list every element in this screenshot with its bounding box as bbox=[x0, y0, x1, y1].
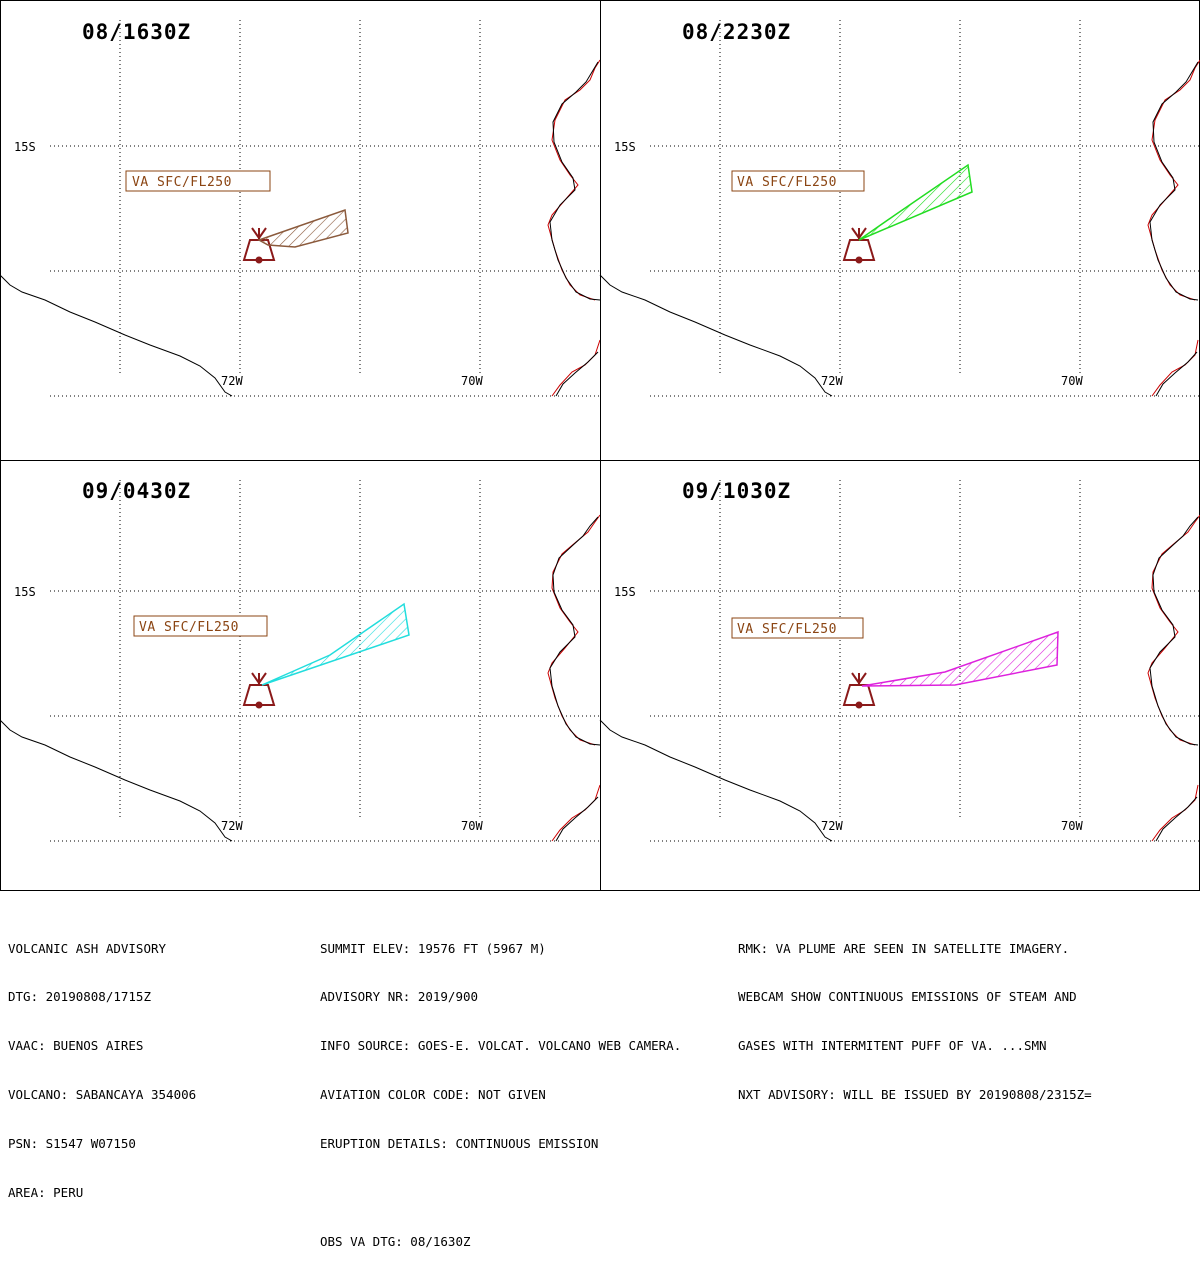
lat-label-15s: 15S bbox=[614, 140, 636, 154]
panel-title: 08/1630Z bbox=[82, 20, 191, 44]
advisory-header-block: VOLCANIC ASH ADVISORY DTG: 20190808/1715… bbox=[8, 908, 196, 1218]
advisory-line: NXT ADVISORY: WILL BE ISSUED BY 20190808… bbox=[738, 1087, 1092, 1103]
advisory-line: ADVISORY NR: 2019/900 bbox=[320, 989, 479, 1005]
advisory-line: AREA: PERU bbox=[8, 1185, 84, 1201]
coastline bbox=[599, 514, 1200, 842]
lon-label-72w: 72W bbox=[821, 819, 843, 833]
lon-label-70w: 70W bbox=[461, 374, 483, 388]
lon-label-70w: 70W bbox=[1061, 819, 1083, 833]
advisory-line: WEBCAM SHOW CONTINUOUS EMISSIONS OF STEA… bbox=[738, 989, 1077, 1005]
advisory-line: GASES WITH INTERMITENT PUFF OF VA. ...SM… bbox=[738, 1038, 1047, 1054]
map-panel-3: VA SFC/FL250 09/0430Z 15S 72W 70W bbox=[0, 460, 601, 891]
coastline bbox=[0, 514, 601, 842]
advisory-details-block: SUMMIT ELEV: 19576 FT (5967 M) ADVISORY … bbox=[320, 908, 681, 1266]
advisory-line: VOLCANIC ASH ADVISORY bbox=[8, 940, 167, 956]
ash-cloud-polygon bbox=[858, 163, 973, 241]
panel-border bbox=[0, 460, 601, 891]
advisory-line: VOLCANO: SABANCAYA 354006 bbox=[8, 1087, 197, 1103]
panel-border bbox=[600, 460, 1200, 891]
advisory-line: VAAC: BUENOS AIRES bbox=[8, 1038, 144, 1054]
ash-cloud-polygon bbox=[261, 602, 410, 686]
advisory-line: DTG: 20190808/1715Z bbox=[8, 989, 151, 1005]
va-label: VA SFC/FL250 bbox=[737, 175, 837, 190]
lon-label-72w: 72W bbox=[221, 374, 243, 388]
ash-cloud-polygon bbox=[861, 630, 1059, 687]
panel-title: 09/0430Z bbox=[82, 479, 191, 503]
grid-lines bbox=[50, 480, 600, 842]
va-label: VA SFC/FL250 bbox=[139, 620, 239, 635]
lat-label-15s: 15S bbox=[14, 140, 36, 154]
lon-label-70w: 70W bbox=[461, 819, 483, 833]
va-label-box bbox=[133, 615, 268, 637]
lon-label-72w: 72W bbox=[221, 819, 243, 833]
ash-cloud-polygon bbox=[257, 208, 349, 248]
va-label-box bbox=[125, 170, 271, 192]
advisory-line: AVIATION COLOR CODE: NOT GIVEN bbox=[320, 1087, 546, 1103]
map-panel-2: VA SFC/FL250 08/2230Z 15S 72W 70W bbox=[599, 0, 1200, 461]
grid-lines bbox=[50, 20, 600, 397]
va-label-box bbox=[731, 170, 865, 192]
map-panel-4: VA SFC/FL250 09/1030Z 15S 72W 70W bbox=[599, 460, 1200, 891]
obs-va-dtg: OBS VA DTG: 08/1630Z bbox=[320, 1233, 471, 1249]
va-label: VA SFC/FL250 bbox=[132, 175, 232, 190]
panel-title: 08/2230Z bbox=[682, 20, 791, 44]
map-panel-1: VA SFC/FL250 08/1630Z 15S 72W 70W bbox=[0, 0, 601, 461]
advisory-map-grid: VA SFC/FL250 08/1630Z 15S 72W 70W bbox=[0, 0, 1200, 891]
advisory-remarks-block: RMK: VA PLUME ARE SEEN IN SATELLITE IMAG… bbox=[738, 908, 1092, 1120]
advisory-line: ERUPTION DETAILS: CONTINUOUS EMISSION bbox=[320, 1136, 599, 1152]
volcano-icon bbox=[242, 672, 276, 709]
panel-title: 09/1030Z bbox=[682, 479, 791, 503]
panel-border bbox=[600, 0, 1200, 461]
va-label-box bbox=[731, 617, 864, 639]
volcano-icon bbox=[842, 227, 876, 264]
volcano-icon bbox=[842, 672, 876, 709]
advisory-line: SUMMIT ELEV: 19576 FT (5967 M) bbox=[320, 940, 546, 956]
va-label: VA SFC/FL250 bbox=[737, 622, 837, 637]
lat-label-15s: 15S bbox=[14, 585, 36, 599]
coastline bbox=[599, 59, 1200, 397]
coastline bbox=[0, 59, 601, 397]
advisory-line: PSN: S1547 W07150 bbox=[8, 1136, 136, 1152]
advisory-line: INFO SOURCE: GOES-E. VOLCAT. VOLCANO WEB… bbox=[320, 1038, 682, 1054]
advisory-line: RMK: VA PLUME ARE SEEN IN SATELLITE IMAG… bbox=[738, 940, 1070, 956]
lon-label-72w: 72W bbox=[821, 374, 843, 388]
lat-label-15s: 15S bbox=[614, 585, 636, 599]
grid-lines bbox=[650, 480, 1200, 842]
lon-label-70w: 70W bbox=[1061, 374, 1083, 388]
